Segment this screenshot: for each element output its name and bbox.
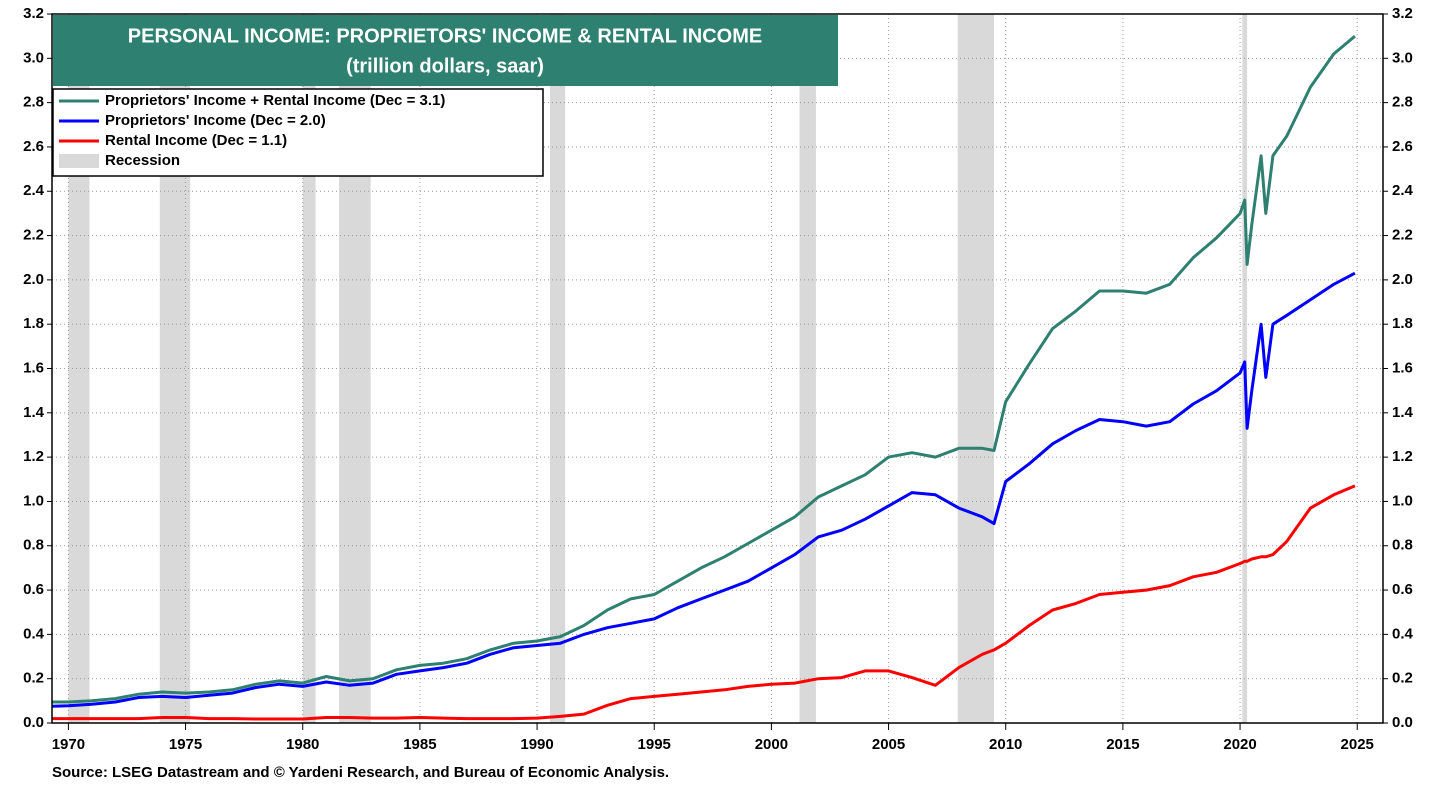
legend-label: Proprietors' Income (Dec = 2.0)	[105, 112, 326, 129]
y-tick-label: 3.0	[23, 49, 44, 66]
y-tick-label: 0.2	[23, 670, 44, 687]
y-tick-label: 3.2	[23, 5, 44, 22]
y-tick-label: 0.6	[23, 581, 44, 598]
y-tick-label: 2.2	[23, 227, 44, 244]
series-line	[52, 484, 1356, 721]
y-tick-label: 2.4	[23, 182, 45, 199]
recession-band	[799, 14, 816, 723]
y2-tick-label: 3.2	[1392, 5, 1413, 22]
legend-box	[52, 88, 544, 177]
y2-tick-label: 1.8	[1392, 315, 1413, 332]
y-tick-label: 1.0	[23, 492, 44, 509]
x-tick-label: 1990	[520, 736, 553, 753]
y-tick-label: 1.8	[23, 315, 44, 332]
y-tick-label: 0.4	[23, 625, 45, 642]
legend-label: Recession	[105, 152, 180, 169]
y2-tick-label: 2.4	[1392, 182, 1414, 199]
recession-band	[957, 14, 995, 723]
y-tick-label: 2.8	[23, 94, 44, 111]
legend-swatch	[59, 154, 99, 168]
x-tick-label: 2025	[1341, 736, 1374, 753]
x-tick-label: 1995	[638, 736, 671, 753]
y2-tick-label: 3.0	[1392, 49, 1413, 66]
plot-frame	[51, 13, 1384, 724]
y2-tick-label: 1.2	[1392, 448, 1413, 465]
x-tick-label: 2015	[1106, 736, 1139, 753]
y2-tick-label: 0.2	[1392, 670, 1413, 687]
y2-tick-label: 0.0	[1392, 714, 1413, 731]
y-tick-label: 1.6	[23, 359, 44, 376]
y-tick-label: 2.6	[23, 138, 44, 155]
y2-tick-label: 2.2	[1392, 227, 1413, 244]
y-tick-label: 1.2	[23, 448, 44, 465]
y-tick-label: 0.0	[23, 714, 44, 731]
x-tick-label: 2005	[872, 736, 905, 753]
chart-subtitle: (trillion dollars, saar)	[346, 55, 544, 77]
x-tick-label: 1970	[52, 736, 85, 753]
y-tick-label: 0.8	[23, 537, 44, 554]
source-note: Source: LSEG Datastream and © Yardeni Re…	[52, 764, 669, 781]
y2-tick-label: 1.6	[1392, 359, 1413, 376]
recession-band	[549, 14, 566, 723]
title-box	[53, 15, 838, 86]
x-tick-label: 2010	[989, 736, 1022, 753]
x-tick-label: 1985	[403, 736, 436, 753]
series-line	[52, 271, 1356, 708]
y2-tick-label: 1.4	[1392, 404, 1414, 421]
series-line	[52, 35, 1356, 704]
chart-title: PERSONAL INCOME: PROPRIETORS' INCOME & R…	[128, 25, 762, 47]
y2-tick-label: 2.0	[1392, 271, 1413, 288]
y2-tick-label: 1.0	[1392, 492, 1413, 509]
legend-label: Rental Income (Dec = 1.1)	[105, 132, 287, 149]
x-tick-label: 2020	[1223, 736, 1256, 753]
y2-tick-label: 2.8	[1392, 94, 1413, 111]
y-tick-label: 2.0	[23, 271, 44, 288]
x-tick-label: 1975	[169, 736, 202, 753]
x-tick-label: 2000	[755, 736, 788, 753]
y2-tick-label: 0.8	[1392, 537, 1413, 554]
y-tick-label: 1.4	[23, 404, 45, 421]
y2-tick-label: 2.6	[1392, 138, 1413, 155]
x-tick-label: 1980	[286, 736, 319, 753]
y2-tick-label: 0.6	[1392, 581, 1413, 598]
legend-label: Proprietors' Income + Rental Income (Dec…	[105, 92, 445, 109]
y2-tick-label: 0.4	[1392, 625, 1414, 642]
